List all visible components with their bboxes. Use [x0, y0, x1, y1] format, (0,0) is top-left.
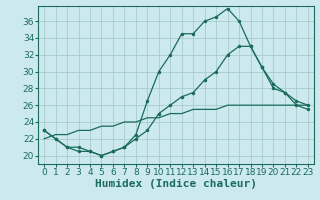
- X-axis label: Humidex (Indice chaleur): Humidex (Indice chaleur): [95, 179, 257, 189]
